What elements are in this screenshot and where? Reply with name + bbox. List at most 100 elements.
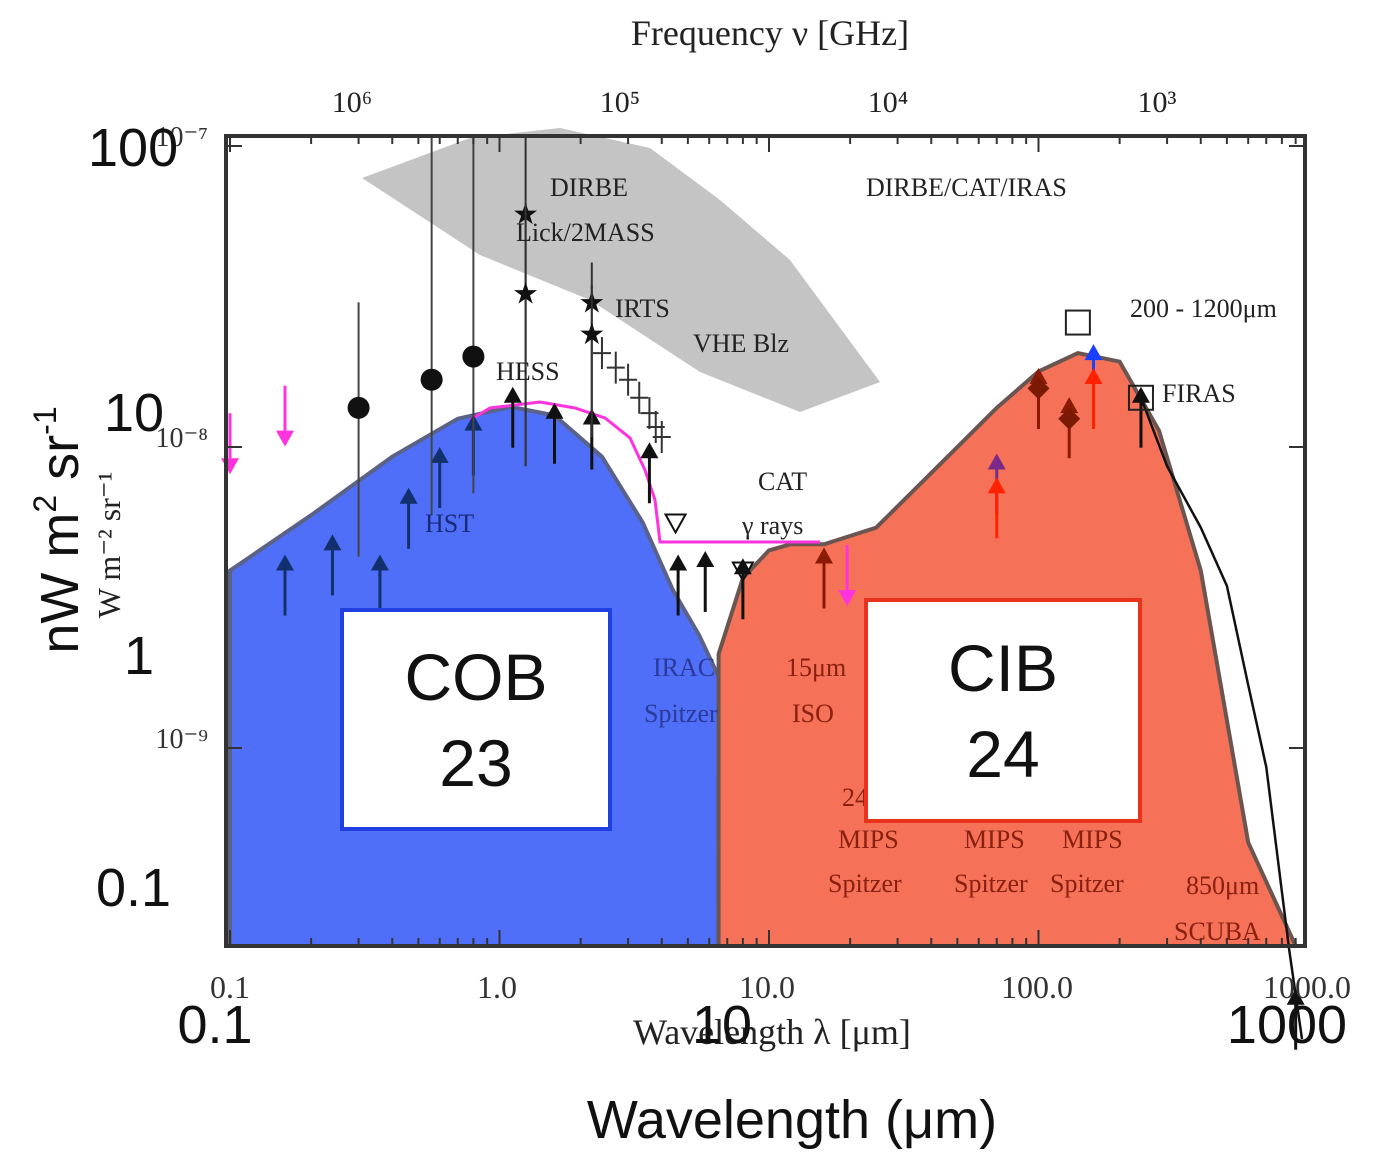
line-layer [469,397,1304,1040]
lower-limit-head [430,446,449,463]
annotation-gamma: γ rays [741,511,803,540]
lower-limit-head [1084,344,1103,361]
lower-limit-head [399,487,418,504]
upper-limit-arrow [276,385,295,447]
lower-limit-head [545,402,564,419]
plot-frame [224,134,1307,948]
circle-point [420,368,443,391]
diamond-point [1058,407,1081,430]
top-axis-label: Frequency ν [GHz] [631,13,909,53]
lower-limit-head [370,554,389,571]
hess-limit-line [469,400,820,544]
cob-lower-limit [503,386,522,448]
overlay-ytick-label: 0.1 [96,858,171,918]
overlay-xtick-label: 10 [692,995,752,1055]
lower-limit-head [1060,397,1079,414]
scuba-point [1286,988,1305,1050]
top-tick-label: 10⁵ [600,86,640,119]
original-xlabel: Wavelength λ [μm] [633,1012,911,1052]
annotation-range: 200 - 1200μm [1130,294,1277,323]
cob-lower-limit [669,554,688,616]
annotation-spitzer1: Spitzer [644,699,718,728]
cob-lower-limit [430,446,449,508]
annotation-850um: 850μm [1186,871,1259,900]
annotation-iso: ISO [792,699,834,728]
lower-limit-head [1029,367,1048,384]
cob-lower-limit [733,558,752,620]
annotation-dirbe: DIRBE [550,173,628,202]
lower-limit-head [987,477,1006,494]
annotation-24: 24 [842,783,868,812]
original-ytick-label: 10⁻⁷ [155,122,208,153]
cib-point [987,477,1006,539]
upper-limit-head [276,430,295,447]
gamma-open-triangle [663,513,688,535]
original-xtick-label: 1000.0 [1263,969,1351,1005]
cob-value: 23 [439,725,513,800]
annotations: DIRBE Lick/2MASS IRTS HESS VHE Blz DIRBE… [425,173,1277,946]
cib-point [1131,386,1150,448]
vhe-blazar-band-shape [362,128,880,412]
original-xtick-label: 100.0 [1001,969,1073,1005]
original-xtick-label: 1.0 [477,969,517,1005]
annotation-mips2: MIPS [964,825,1025,854]
cob-lower-limit [640,442,659,504]
top-tick-label: 10³ [1138,86,1177,119]
circle-point [347,396,370,419]
annotation-dirbe-cat-iras: DIRBE/CAT/IRAS [866,173,1067,202]
cob-label-box: COB 23 [340,608,612,831]
overlay-ytick-label: 1 [124,626,154,686]
cib-value: 24 [966,716,1040,791]
cob-lower-limit [323,534,342,596]
lower-limit-head [1286,988,1305,1005]
data-point-layer: ★★ ★★ [221,136,1305,1050]
tick-layer [226,136,1305,946]
annotation-hess: HESS [496,357,560,386]
annotation-spitzer2: Spitzer [828,869,902,898]
lower-limit-head [733,558,752,575]
vhe-blazar-band [362,128,880,412]
circle-point [462,345,485,368]
original-ylabel: W m⁻² sr⁻¹ [91,472,127,619]
lower-limit-head [323,534,342,551]
lower-limit-head [1131,386,1150,403]
cib-name: CIB [947,630,1059,705]
lower-limit-head [1084,367,1103,384]
lower-limit-head [987,453,1006,470]
cob-lower-limit [545,402,564,464]
open-square-point [1064,309,1091,336]
annotation-firas: FIRAS [1162,379,1236,408]
annotation-scuba: SCUBA [1174,917,1261,946]
original-ytick-label: 10⁻⁸ [155,423,208,454]
diamond-point [1027,377,1050,400]
top-tick-label: 10⁴ [868,86,908,119]
cob-lower-limit [370,554,389,616]
lower-limit-head [640,442,659,459]
annotation-irac: IRAC [653,653,715,682]
cob-lower-limit [399,487,418,549]
upper-limit-arrow [838,545,857,607]
overlay-ylabel: nW m2 sr-1 [27,406,90,653]
lower-limit-head [503,386,522,403]
firas-spectrum-line [1139,397,1304,1040]
cob-lower-limit [696,550,715,612]
original-ytick-label: 10⁻⁹ [155,724,208,755]
annotation-15um: 15μm [786,653,846,682]
annotation-vhe: VHE Blz [693,329,789,358]
cib-point [815,547,834,609]
cib-label-box: CIB 24 [864,598,1142,823]
upper-limit-arrow [221,413,239,475]
overlay-ytick-label: 100 [88,118,178,178]
annotation-mips1: MIPS [838,825,899,854]
annotation-cat: CAT [758,467,807,496]
cib-point [1084,367,1103,429]
lower-limit-head [696,550,715,567]
annotation-mips3: MIPS [1062,825,1123,854]
cob-name: COB [404,639,548,714]
cob-lower-limit [276,554,295,616]
overlay-ytick-label: 10 [104,383,164,443]
star-point: ★ [578,318,605,351]
annotation-hst: HST [425,509,474,538]
annotation-spitzer4: Spitzer [1050,869,1124,898]
